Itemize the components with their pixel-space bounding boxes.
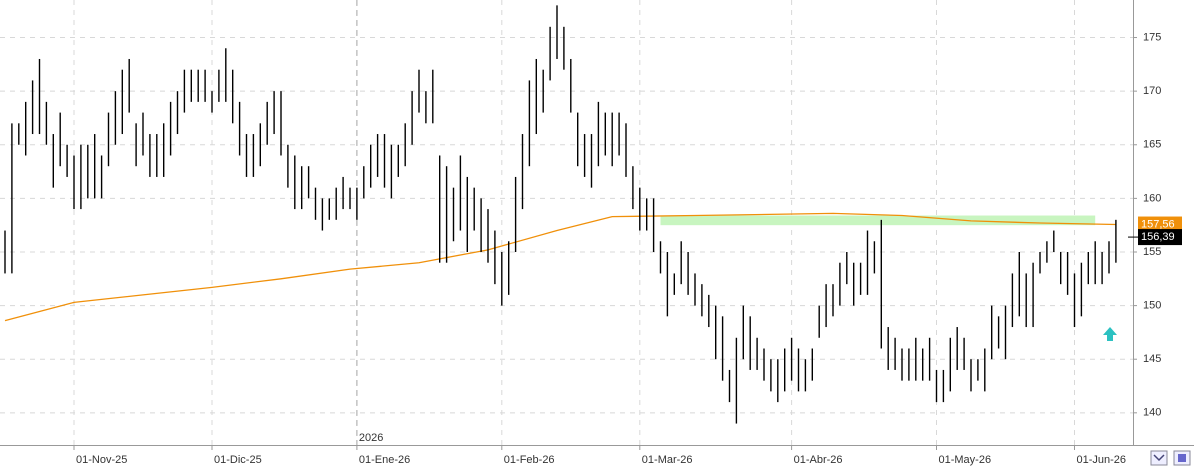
- y-tick-label: 165: [1143, 139, 1161, 151]
- zoom-icon: [1153, 454, 1165, 462]
- moving-average-line: [4, 212, 1116, 322]
- x-tick-label: 01-Nov-25: [76, 454, 127, 466]
- highlight-band: [660, 215, 1096, 226]
- x-tick-label: 01-May-26: [939, 454, 992, 466]
- y-tick-label: 150: [1143, 300, 1161, 312]
- last-price-label: 156,39: [1141, 231, 1175, 243]
- x-tick-label: 01-Ene-26: [359, 454, 410, 466]
- y-tick-label: 160: [1143, 192, 1161, 204]
- year-label: 2026: [359, 432, 383, 444]
- y-tick-label: 145: [1143, 353, 1161, 365]
- zoom-button[interactable]: [1150, 450, 1168, 466]
- x-tick-label: 01-Jun-26: [1077, 454, 1127, 466]
- ma-price-label: 157,56: [1141, 218, 1175, 230]
- signal-arrow: [1103, 327, 1117, 341]
- save-icon: [1178, 454, 1186, 462]
- y-tick-label: 140: [1143, 407, 1161, 419]
- x-tick-label: 01-Feb-26: [504, 454, 555, 466]
- y-tick-label: 170: [1143, 85, 1161, 97]
- x-tick-label: 01-Dic-25: [214, 454, 262, 466]
- y-tick-label: 175: [1143, 31, 1161, 43]
- y-tick-label: 155: [1143, 246, 1161, 258]
- nav-icons: [1150, 450, 1191, 466]
- ma-price-tag: [1138, 216, 1182, 233]
- x-tick-label: 01-Mar-26: [642, 454, 693, 466]
- last-price-tag: [1138, 229, 1182, 246]
- x-tick-label: 01-Abr-26: [794, 454, 843, 466]
